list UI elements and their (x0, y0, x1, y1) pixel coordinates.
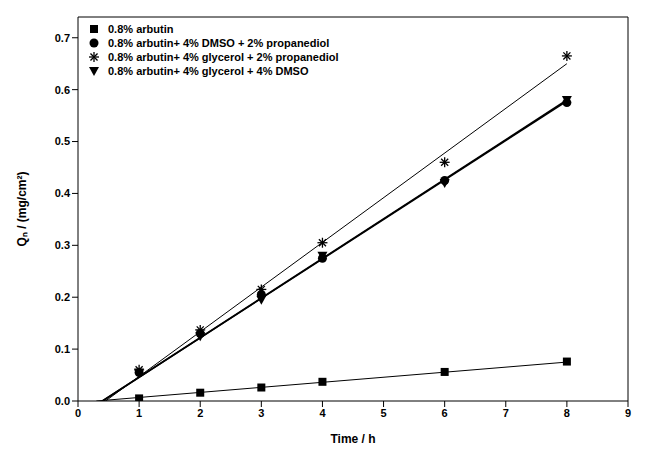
svg-text:5: 5 (380, 407, 386, 419)
svg-text:0.2: 0.2 (55, 291, 70, 303)
html-text:0.8% arbutin+ 4% glycerol + 2%: 0.8% arbutin+ 4% glycerol + 2% propanedi… (108, 51, 339, 63)
svg-text:1: 1 (136, 407, 142, 419)
svg-text:0: 0 (75, 407, 81, 419)
svg-text:Qₙ / (mg/cm²): Qₙ / (mg/cm²) (15, 171, 29, 246)
svg-text:7: 7 (503, 407, 509, 419)
html-text:0.8% arbutin+ 4% DMSO + 2% pro: 0.8% arbutin+ 4% DMSO + 2% propanediol (108, 37, 330, 49)
svg-text:9: 9 (625, 407, 631, 419)
svg-text:8: 8 (564, 407, 570, 419)
svg-text:6: 6 (442, 407, 448, 419)
svg-text:0.4: 0.4 (55, 187, 71, 199)
html-text:0.8% arbutin+ 4% glycerol + 4%: 0.8% arbutin+ 4% glycerol + 4% DMSO (108, 65, 309, 77)
svg-text:3: 3 (258, 407, 264, 419)
svg-text:0.5: 0.5 (55, 135, 70, 147)
svg-text:2: 2 (197, 407, 203, 419)
svg-text:0.6: 0.6 (55, 84, 70, 96)
svg-text:0.0: 0.0 (55, 395, 70, 407)
svg-text:0.1: 0.1 (55, 343, 70, 355)
html-text:0.8% arbutin: 0.8% arbutin (108, 23, 174, 35)
svg-text:0.7: 0.7 (55, 32, 70, 44)
svg-text:4: 4 (319, 407, 326, 419)
svg-text:0.3: 0.3 (55, 239, 70, 251)
svg-text:Time / h: Time / h (330, 432, 375, 446)
